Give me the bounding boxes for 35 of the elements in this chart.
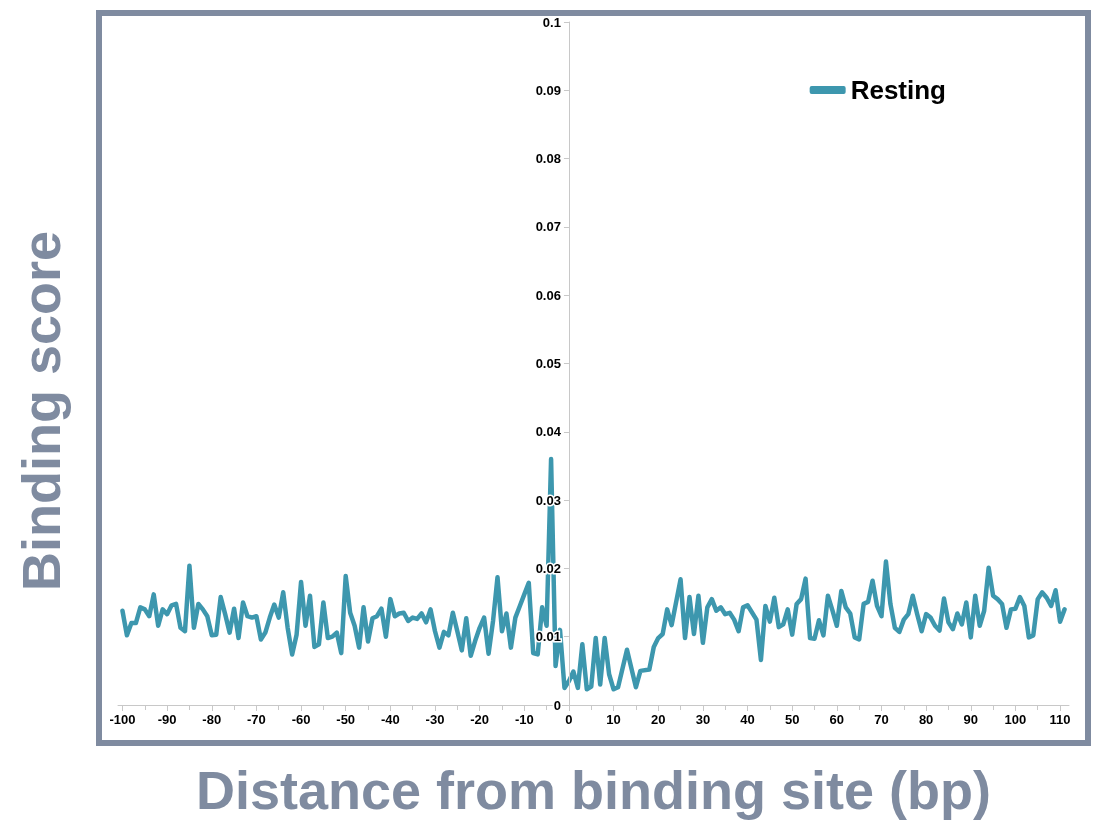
x-tick-label: -80 xyxy=(202,712,222,727)
x-tick-label: 50 xyxy=(784,712,800,727)
x-tick-label: -10 xyxy=(514,712,534,727)
y-tick-label: 0.09 xyxy=(535,82,561,98)
x-tick-label: 110 xyxy=(1049,712,1071,727)
x-tick-label: 0 xyxy=(565,712,573,727)
y-tick-label: 0.07 xyxy=(535,219,561,235)
x-tick-label: -20 xyxy=(470,712,490,727)
line-series xyxy=(120,456,1067,692)
y-tick-label: 0.01 xyxy=(535,629,561,645)
x-tick-label: -100 xyxy=(109,712,136,727)
x-tick-label: -90 xyxy=(157,712,177,727)
x-tick-label: 10 xyxy=(606,712,621,727)
x-tick-label: -30 xyxy=(425,712,445,727)
x-tick-label: 70 xyxy=(874,712,889,727)
x-tick-label: 80 xyxy=(918,712,934,727)
x-tick-label: 100 xyxy=(1004,712,1027,727)
y-tick-label: 0 xyxy=(553,697,561,713)
x-tick-label: 90 xyxy=(963,712,979,727)
x-tick-label: -70 xyxy=(247,712,266,727)
x-tick-label: 40 xyxy=(740,712,755,727)
y-tick-label: 0.08 xyxy=(535,151,561,167)
y-tick-label: 0.04 xyxy=(535,424,562,440)
x-tick-label: -40 xyxy=(380,712,400,727)
x-tick-label: -60 xyxy=(291,712,311,727)
legend-label: Resting xyxy=(850,75,946,105)
x-tick-label: 60 xyxy=(829,712,845,727)
x-axis-title: Distance from binding site (bp) xyxy=(195,760,992,820)
x-tick-label: 30 xyxy=(695,712,711,727)
y-tick-label: 0.1 xyxy=(542,14,561,30)
x-tick-label: -50 xyxy=(336,712,356,727)
y-tick-label: 0.05 xyxy=(535,356,561,371)
y-tick-label: 0.06 xyxy=(535,287,561,303)
y-axis-title: Binding score xyxy=(11,230,71,592)
x-tick-label: 20 xyxy=(651,712,666,727)
